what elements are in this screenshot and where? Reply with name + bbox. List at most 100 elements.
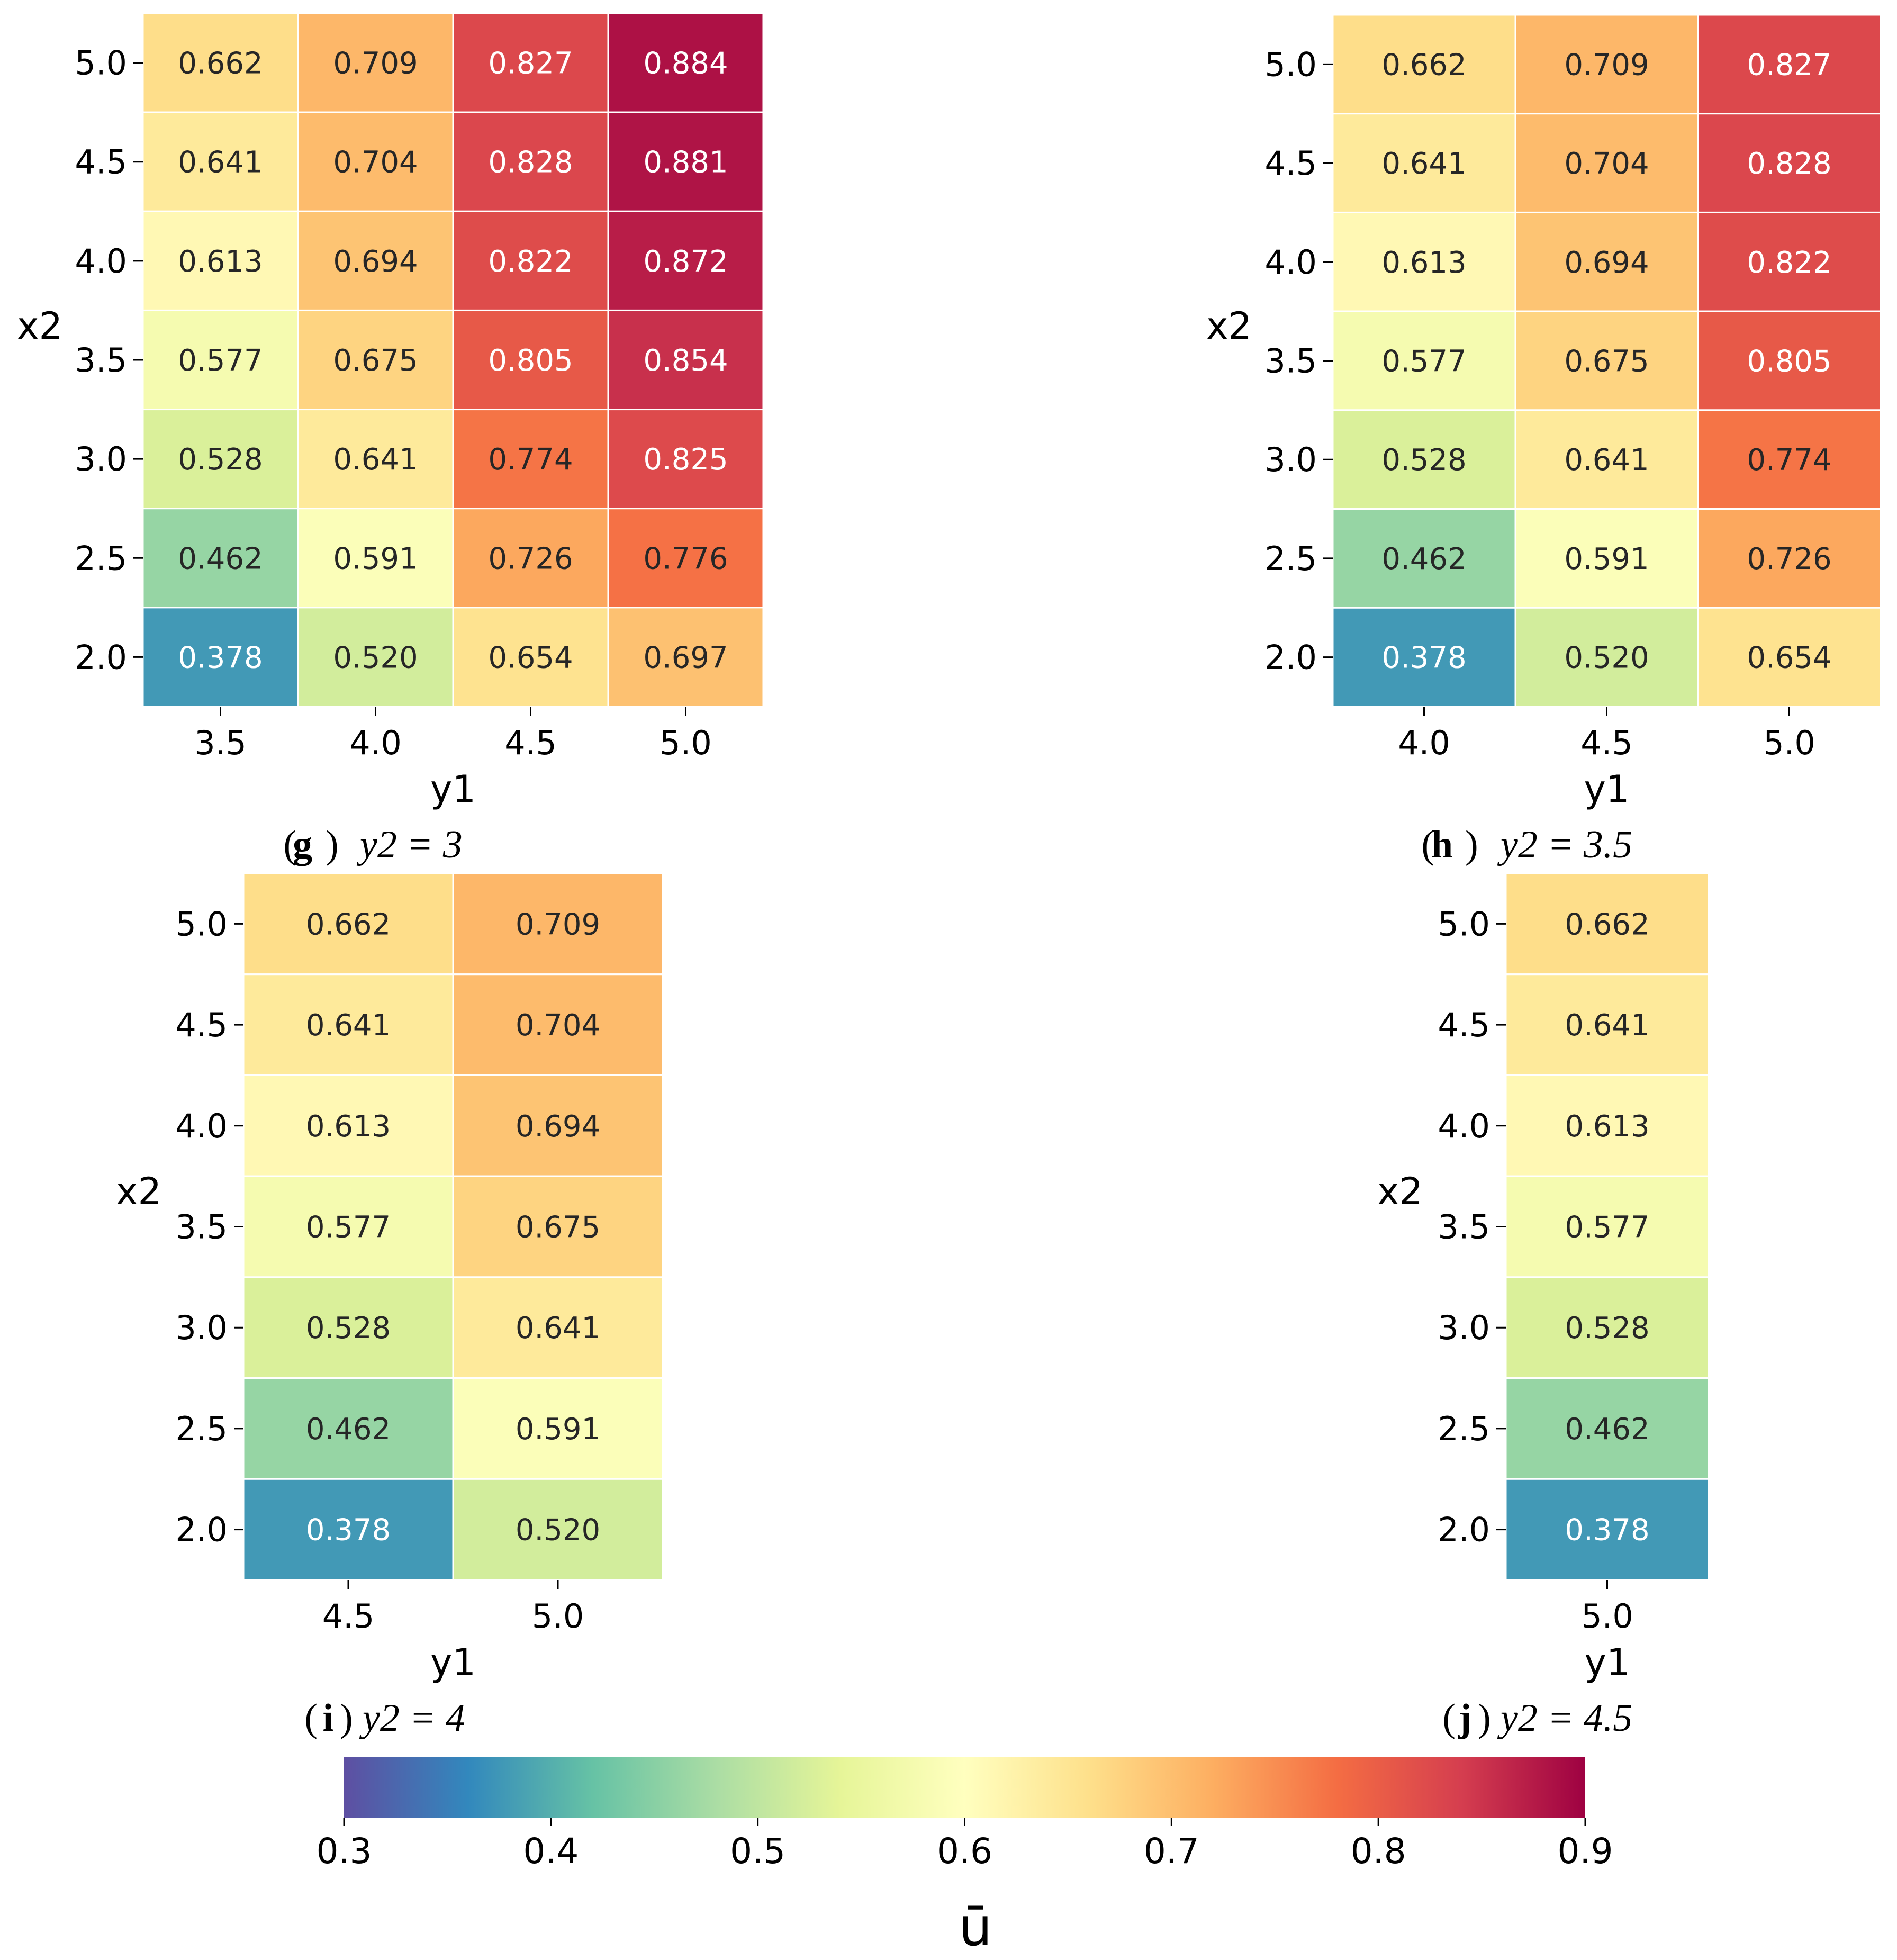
cell-value-label: 0.591 xyxy=(516,1412,600,1447)
heatmap-cell xyxy=(1505,1175,1710,1278)
cell-value-label: 0.805 xyxy=(1747,345,1831,379)
caption-j-text: y2 = 4.5 xyxy=(1497,1696,1632,1740)
heatmap-cell xyxy=(607,111,764,212)
x-tick-label: 5.0 xyxy=(532,1597,584,1636)
y-tick-label: 5.0 xyxy=(175,905,228,943)
y-tick-label: 2.0 xyxy=(175,1511,228,1549)
y-tick-label: 4.5 xyxy=(1264,144,1317,183)
heatmap-cell xyxy=(242,1377,454,1480)
heatmap-cell xyxy=(607,409,764,510)
cell-value-label: 0.726 xyxy=(488,541,573,576)
colorbar-tick-label: 0.5 xyxy=(730,1831,785,1872)
cell-value-label: 0.641 xyxy=(1565,1008,1649,1043)
x-tick-label: 4.5 xyxy=(322,1597,375,1636)
heatmap-cell xyxy=(1505,973,1710,1076)
heatmap-cell xyxy=(142,607,299,708)
colorbar: 0.3 0.4 0.5 0.6 0.7 0.8 0.9 xyxy=(317,1757,1613,1872)
heatmap-cell xyxy=(242,872,454,976)
y-tick-label: 3.5 xyxy=(175,1208,228,1247)
heatmap-cell xyxy=(1514,607,1699,708)
y-tick-label: 2.5 xyxy=(1264,539,1317,578)
cell-value-label: 0.662 xyxy=(178,47,263,81)
cell-value-label: 0.591 xyxy=(1564,542,1649,576)
heatmap-cell xyxy=(242,1478,454,1581)
caption-h-open-paren: ( xyxy=(1421,823,1434,866)
x-tick-label: 4.5 xyxy=(504,724,557,762)
heatmap-cell xyxy=(607,309,764,411)
colorbar-label: ū xyxy=(959,1896,992,1958)
cell-value-label: 0.697 xyxy=(643,640,728,675)
cell-value-label: 0.694 xyxy=(333,245,418,279)
cell-value-label: 0.528 xyxy=(178,442,263,477)
cell-value-label: 0.825 xyxy=(643,442,728,477)
heatmap-cell xyxy=(297,111,454,212)
heatmap-cell xyxy=(1332,409,1516,510)
heatmap-cell xyxy=(1505,1377,1710,1480)
heatmap-cell xyxy=(142,309,299,411)
y-tick-label: 3.5 xyxy=(1264,342,1317,381)
colorbar-tick-label: 0.8 xyxy=(1351,1831,1406,1872)
heatmap-cell xyxy=(1505,1074,1710,1177)
y-tick-label: 2.5 xyxy=(1438,1410,1490,1448)
cell-value-label: 0.577 xyxy=(1381,345,1466,379)
cell-value-label: 0.641 xyxy=(1381,147,1466,181)
cell-value-label: 0.462 xyxy=(1565,1412,1649,1447)
y-axis-label: x2 xyxy=(1377,1170,1423,1213)
caption-i-close-paren: ) xyxy=(340,1696,353,1740)
y-axis-label: x2 xyxy=(1206,304,1252,348)
heatmap-cell xyxy=(297,210,454,311)
heatmap-panel-g: 0.662 0.709 0.827 0.884 0.641 0.704 0.828 0.881… xyxy=(17,12,764,811)
cell-value-label: 0.675 xyxy=(516,1211,600,1245)
colorbar-tick-label: 0.9 xyxy=(1558,1831,1613,1872)
caption-g-close-paren: ) xyxy=(326,823,339,866)
cell-value-label: 0.776 xyxy=(643,541,728,576)
caption-g-label: g xyxy=(293,823,312,866)
y-tick-label: 3.0 xyxy=(175,1308,228,1347)
colorbar-gradient xyxy=(344,1757,1585,1818)
heatmap-cell xyxy=(142,508,299,609)
cell-value-label: 0.378 xyxy=(1381,641,1466,675)
cell-value-label: 0.709 xyxy=(516,907,600,942)
cell-value-label: 0.704 xyxy=(516,1008,600,1043)
x-tick-label: 4.0 xyxy=(1398,724,1450,762)
y-tick-label: 3.5 xyxy=(75,341,127,380)
heatmap-cell xyxy=(1697,113,1882,213)
cell-value-label: 0.528 xyxy=(306,1311,391,1345)
heatmap-cell xyxy=(142,12,299,113)
heatmap-cell xyxy=(297,508,454,609)
cell-value-label: 0.591 xyxy=(333,541,418,576)
cell-value-label: 0.872 xyxy=(643,245,728,279)
caption-g-open-paren: ( xyxy=(283,823,296,866)
cell-value-label: 0.675 xyxy=(333,344,418,378)
y-tick-label: 2.5 xyxy=(175,1410,228,1448)
cell-value-label: 0.822 xyxy=(1747,246,1831,280)
x-axis-label: y1 xyxy=(430,767,476,811)
y-tick-label: 4.5 xyxy=(1438,1006,1490,1044)
cell-value-label: 0.378 xyxy=(178,640,263,675)
cell-value-label: 0.662 xyxy=(1565,907,1649,942)
heatmap-cell xyxy=(452,409,609,510)
cell-value-label: 0.577 xyxy=(306,1211,391,1245)
cell-value-label: 0.694 xyxy=(516,1109,600,1144)
cell-value-label: 0.854 xyxy=(643,344,728,378)
heatmap-cell xyxy=(452,607,609,708)
cell-value-label: 0.378 xyxy=(306,1513,391,1548)
y-tick-label: 2.0 xyxy=(75,638,127,676)
cell-value-label: 0.577 xyxy=(178,344,263,378)
cell-value-label: 0.828 xyxy=(1747,147,1831,181)
colorbar-tick-label: 0.6 xyxy=(937,1831,992,1872)
cell-value-label: 0.662 xyxy=(1381,48,1466,82)
y-tick-label: 4.5 xyxy=(75,143,127,182)
cell-value-label: 0.709 xyxy=(333,47,418,81)
cell-value-label: 0.704 xyxy=(333,146,418,180)
caption-i-open-paren: ( xyxy=(304,1696,318,1740)
y-tick-label: 3.5 xyxy=(1438,1208,1490,1247)
heatmap-cell xyxy=(1514,113,1699,213)
cell-value-label: 0.378 xyxy=(1565,1513,1649,1548)
heatmap-cell xyxy=(297,12,454,113)
caption-h-label: h xyxy=(1431,823,1453,866)
cell-value-label: 0.462 xyxy=(1381,542,1466,576)
heatmap-cell xyxy=(452,12,609,113)
heatmap-panel-h: 0.662 0.709 0.827 0.641 0.704 0.828 0.613 0.694… xyxy=(1206,14,1882,811)
heatmap-cell xyxy=(607,508,764,609)
